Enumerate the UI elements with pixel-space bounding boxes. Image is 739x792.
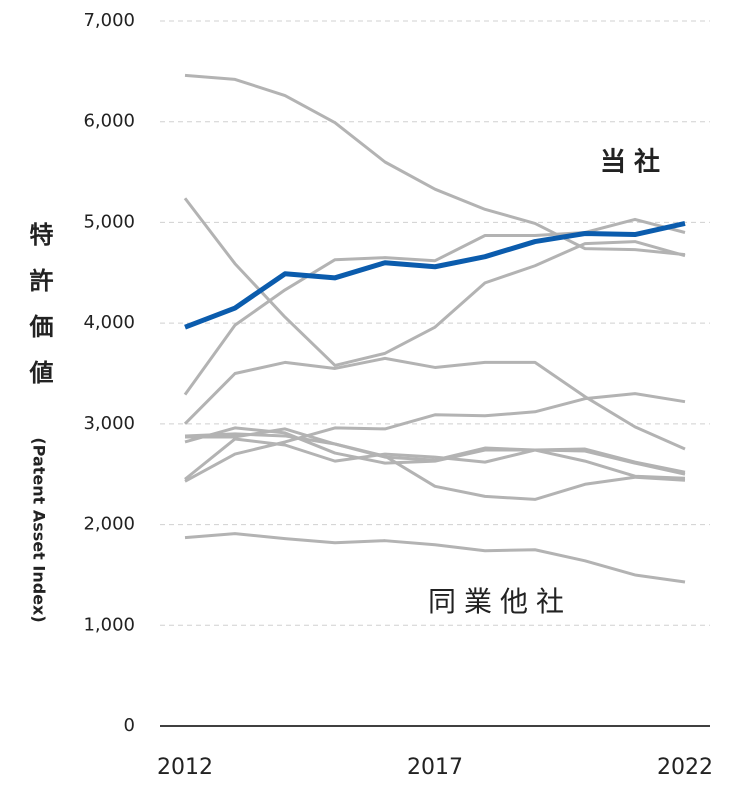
y-tick-label: 0 [124,715,135,736]
line [184,392,686,483]
line [184,426,686,476]
y-tick-label: 5,000 [83,211,135,232]
line [183,197,686,367]
x-tick-label: 2017 [407,755,463,780]
x-tick-label: 2012 [157,755,213,780]
line [184,73,686,257]
annotation: 同業他社 [428,585,572,618]
y-tick-label: 1,000 [83,614,135,635]
y-tick-label: 7,000 [83,10,135,31]
y-axis-subtitle: (Patent Asset Index) [30,437,49,622]
line [183,356,686,451]
line [184,437,686,481]
line [184,220,686,330]
line [183,217,686,396]
line [184,432,686,501]
y-tick-label: 3,000 [83,413,135,434]
y-tick-label: 6,000 [83,111,135,132]
annotation: 当社 [600,147,668,178]
y-tick-label: 2,000 [83,514,135,535]
line [184,532,686,584]
y-tick-label: 4,000 [83,312,135,333]
x-tick-label: 2022 [657,755,713,780]
y-axis-title: 特許価値 [25,222,54,406]
